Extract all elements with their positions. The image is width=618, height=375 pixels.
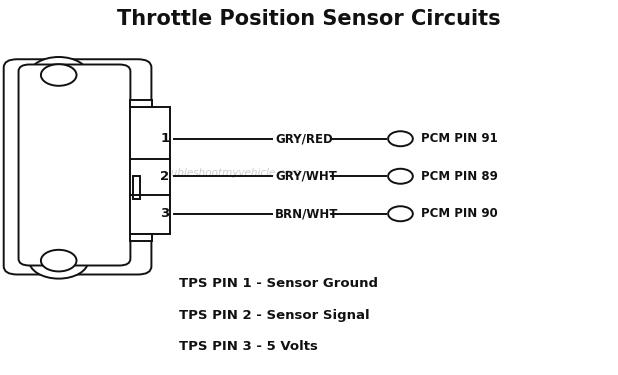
Text: TPS PIN 2 - Sensor Signal: TPS PIN 2 - Sensor Signal	[179, 309, 370, 321]
Text: GRY/RED: GRY/RED	[275, 132, 332, 145]
Text: 3: 3	[160, 207, 169, 220]
Text: TPS PIN 3 - 5 Volts: TPS PIN 3 - 5 Volts	[179, 340, 318, 353]
Circle shape	[41, 64, 77, 86]
Text: BRN/WHT: BRN/WHT	[275, 207, 339, 220]
Text: PCM PIN 90: PCM PIN 90	[421, 207, 497, 220]
Text: Throttle Position Sensor Circuits: Throttle Position Sensor Circuits	[117, 9, 501, 29]
Bar	[133, 176, 140, 199]
Circle shape	[388, 206, 413, 221]
Bar	[130, 234, 152, 241]
Bar	[130, 100, 152, 107]
FancyBboxPatch shape	[19, 64, 130, 266]
Text: PCM PIN 89: PCM PIN 89	[421, 170, 497, 183]
Text: PCM PIN 91: PCM PIN 91	[421, 132, 497, 145]
Circle shape	[29, 243, 88, 279]
Text: troubleshootmyvehicle.com: troubleshootmyvehicle.com	[156, 168, 301, 177]
Text: 2: 2	[160, 170, 169, 183]
FancyBboxPatch shape	[4, 59, 151, 274]
Circle shape	[29, 57, 88, 93]
Circle shape	[41, 250, 77, 272]
Text: GRY/WHT: GRY/WHT	[275, 170, 337, 183]
Text: 1: 1	[160, 132, 169, 145]
Circle shape	[388, 169, 413, 184]
Circle shape	[388, 131, 413, 146]
Text: TPS PIN 1 - Sensor Ground: TPS PIN 1 - Sensor Ground	[179, 277, 378, 290]
Bar	[130, 107, 170, 234]
